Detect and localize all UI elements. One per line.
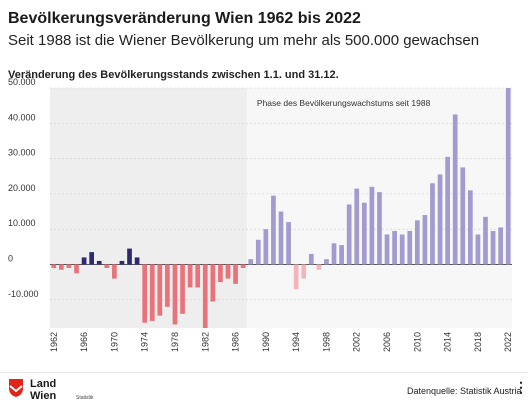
x-tick-label: 2022 bbox=[503, 332, 513, 352]
bar bbox=[498, 227, 503, 265]
bar bbox=[407, 230, 413, 265]
bar bbox=[104, 264, 110, 268]
bar bbox=[445, 156, 450, 265]
more-menu-icon[interactable]: ⋮ bbox=[514, 379, 528, 395]
x-tick-label: 1990 bbox=[261, 332, 271, 352]
bar bbox=[452, 114, 458, 265]
bar bbox=[96, 260, 102, 265]
bar bbox=[165, 264, 170, 307]
x-tick-label: 1986 bbox=[231, 332, 241, 352]
bar bbox=[157, 264, 163, 316]
bar bbox=[134, 257, 140, 265]
bar bbox=[490, 230, 496, 265]
bar bbox=[172, 264, 178, 325]
bar bbox=[66, 264, 72, 268]
x-tick-label: 1998 bbox=[321, 332, 331, 352]
bar bbox=[346, 204, 352, 265]
bar bbox=[286, 222, 291, 265]
bar bbox=[369, 186, 375, 265]
y-tick-label: -10.000 bbox=[8, 289, 39, 299]
logo-text: Land Wien bbox=[30, 378, 56, 402]
bar bbox=[483, 216, 488, 265]
x-tick-label: 1970 bbox=[109, 332, 119, 352]
bar bbox=[51, 264, 57, 268]
bar bbox=[255, 239, 261, 265]
bar bbox=[316, 264, 322, 270]
pre-1988-background bbox=[50, 88, 247, 328]
bar bbox=[74, 264, 79, 274]
y-tick-label: 10.000 bbox=[8, 218, 36, 228]
bar bbox=[467, 190, 473, 265]
logo-subtext: Statistik bbox=[76, 395, 94, 401]
bar bbox=[112, 264, 117, 279]
y-tick-label: 50.000 bbox=[8, 77, 36, 87]
bar bbox=[301, 264, 307, 279]
bar bbox=[149, 264, 155, 321]
x-tick-label: 1974 bbox=[140, 332, 150, 352]
bar bbox=[248, 259, 254, 265]
bar-chart: -10.000 0 10.000 20.000 30.000 40.000 50.000 Ph… bbox=[8, 77, 513, 352]
footer-divider bbox=[0, 372, 528, 373]
bar bbox=[377, 192, 382, 265]
bar bbox=[81, 257, 87, 265]
y-tick-label: 40.000 bbox=[8, 112, 36, 122]
bar bbox=[331, 243, 337, 265]
bar bbox=[218, 264, 223, 283]
phase-annotation: Phase des Bevölkerungswachstums seit 198… bbox=[257, 98, 431, 108]
bar bbox=[59, 264, 64, 270]
bar bbox=[399, 234, 405, 265]
bar bbox=[354, 188, 360, 265]
bar bbox=[210, 264, 216, 302]
logo-line-1: Land bbox=[30, 378, 57, 390]
x-tick-label: 1962 bbox=[49, 332, 59, 352]
x-tick-label: 1994 bbox=[291, 332, 301, 352]
page-title: Bevölkerungsveränderung Wien 1962 bis 20… bbox=[8, 10, 361, 27]
bar bbox=[422, 215, 428, 265]
bar bbox=[271, 195, 276, 265]
bar bbox=[263, 229, 269, 265]
bar bbox=[195, 264, 201, 288]
bar bbox=[225, 264, 231, 279]
x-tick-label: 2006 bbox=[382, 332, 392, 352]
chart-title: Veränderung des Bevölkerungsstands zwisc… bbox=[8, 69, 339, 81]
bar bbox=[308, 253, 314, 265]
bar bbox=[324, 259, 329, 265]
bar bbox=[437, 174, 443, 265]
bar bbox=[475, 234, 481, 265]
land-wien-logo: Land Wien Statistik bbox=[8, 378, 94, 408]
bar bbox=[460, 167, 466, 265]
page-subtitle: Seit 1988 ist die Wiener Bevölkerung um … bbox=[8, 32, 480, 49]
y-tick-label: 20.000 bbox=[8, 183, 36, 193]
vienna-coat-of-arms-icon bbox=[9, 379, 23, 397]
bar bbox=[180, 264, 185, 314]
y-tick-label: 0 bbox=[8, 253, 13, 263]
x-tick-label: 1982 bbox=[200, 332, 210, 352]
data-source: Datenquelle: Statistik Austria bbox=[407, 386, 522, 396]
bar bbox=[119, 260, 125, 265]
bar bbox=[187, 264, 193, 288]
bar bbox=[127, 248, 132, 265]
bar bbox=[392, 230, 397, 265]
bar bbox=[339, 245, 344, 265]
x-tick-label: 2014 bbox=[443, 332, 453, 352]
bar bbox=[505, 88, 511, 265]
x-tick-label: 2010 bbox=[412, 332, 422, 352]
x-tick-label: 1978 bbox=[170, 332, 180, 352]
bar bbox=[89, 252, 95, 265]
logo-line-2: Wien bbox=[30, 390, 57, 402]
bar bbox=[384, 234, 390, 265]
bar bbox=[142, 264, 148, 323]
x-tick-label: 2018 bbox=[473, 332, 483, 352]
bar bbox=[430, 183, 435, 265]
bar bbox=[278, 211, 284, 265]
bar bbox=[293, 264, 299, 290]
x-tick-label: 1966 bbox=[79, 332, 89, 352]
bar bbox=[361, 202, 367, 265]
x-tick-label: 2002 bbox=[352, 332, 362, 352]
bar bbox=[233, 264, 238, 284]
y-tick-label: 30.000 bbox=[8, 148, 36, 158]
bar bbox=[202, 264, 208, 328]
bar bbox=[414, 220, 420, 265]
bar bbox=[240, 264, 246, 268]
